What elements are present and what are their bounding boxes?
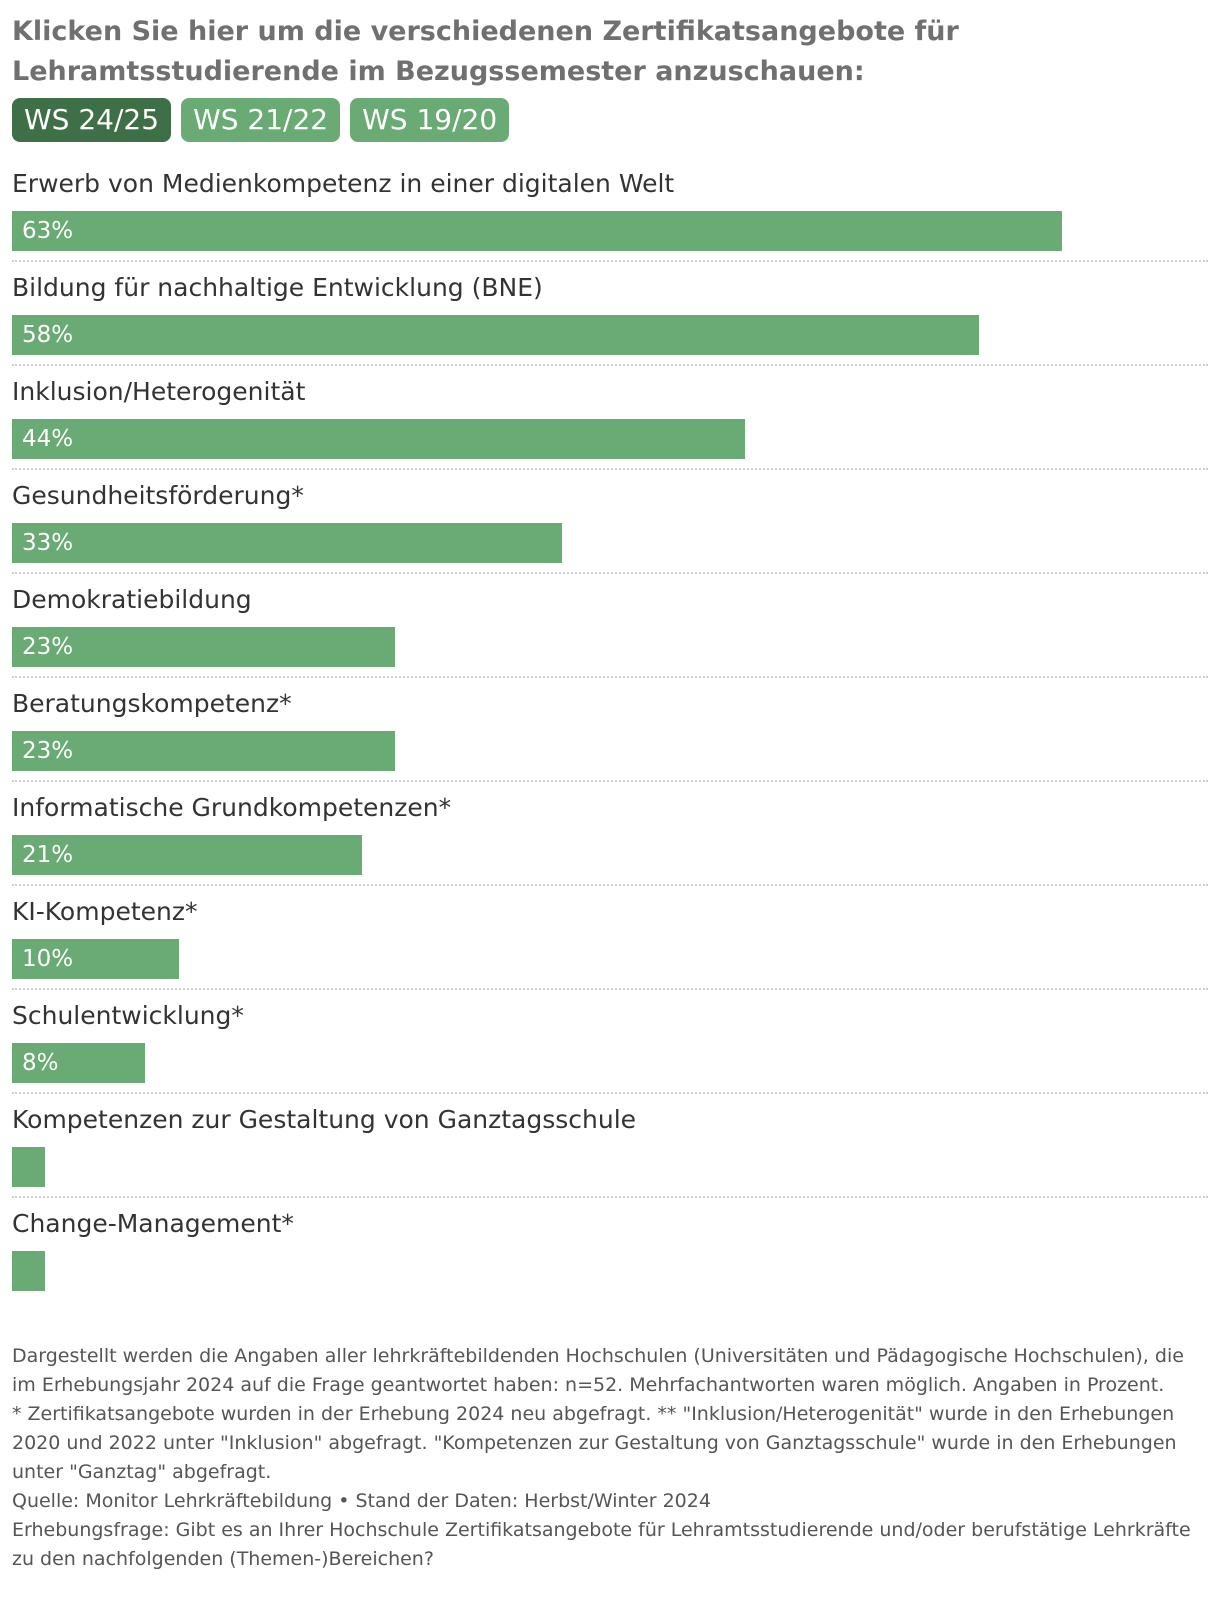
bar (12, 731, 395, 771)
category-label: Beratungskompetenz* (12, 689, 292, 718)
category-label: Erwerb von Medienkompetenz in einer digi… (12, 169, 675, 198)
source-note: Quelle: Monitor Lehrkräftebildung • Stan… (12, 1490, 711, 1512)
bar (12, 627, 395, 667)
bar (12, 419, 745, 459)
bar-row: Gesundheitsförderung* 33% (12, 476, 1208, 580)
bar (12, 1251, 45, 1291)
bar-row: Erwerb von Medienkompetenz in einer digi… (12, 164, 1208, 268)
bar-track: 10% (12, 939, 1208, 979)
survey-question-note: Erhebungsfrage: Gibt es an Ihrer Hochsch… (12, 1519, 1191, 1570)
bar-value-label: 21% (22, 842, 74, 868)
row-divider (12, 988, 1208, 990)
bar-value-label: 10% (22, 946, 74, 972)
category-label: Change-Management* (12, 1209, 294, 1238)
bar-track (12, 1147, 1208, 1187)
bar-row: Informatische Grundkompetenzen* 21% (12, 788, 1208, 892)
methodology-note: Dargestellt werden die Angaben aller leh… (12, 1345, 1184, 1396)
row-divider (12, 364, 1208, 366)
bar (12, 315, 979, 355)
tab-ws-19-20[interactable]: WS 19/20 (350, 98, 510, 142)
bar (12, 523, 562, 563)
bar-row: Beratungskompetenz* 23% (12, 684, 1208, 788)
bar-track (12, 1251, 1208, 1291)
chart-title: Klicken Sie hier um die verschiedenen Ze… (12, 16, 959, 87)
category-label: Demokratiebildung (12, 585, 252, 614)
row-divider (12, 1196, 1208, 1198)
row-divider (12, 572, 1208, 574)
bar-value-label: 23% (22, 738, 74, 764)
bar-track: 33% (12, 523, 1208, 563)
bar-track: 44% (12, 419, 1208, 459)
bar (12, 835, 362, 875)
bar-value-label: 8% (22, 1050, 59, 1076)
bar-row: Kompetenzen zur Gestaltung von Ganztagss… (12, 1100, 1208, 1204)
category-label: Bildung für nachhaltige Entwicklung (BNE… (12, 273, 543, 302)
bar-value-label: 33% (22, 530, 74, 556)
category-label: Gesundheitsförderung* (12, 481, 304, 510)
tab-ws-24-25[interactable]: WS 24/25 (12, 98, 172, 142)
row-divider (12, 780, 1208, 782)
bar-track: 63% (12, 211, 1208, 251)
bar-row: Change-Management* (12, 1204, 1208, 1308)
bar-row: Bildung für nachhaltige Entwicklung (BNE… (12, 268, 1208, 372)
bar (12, 211, 1062, 251)
bar (12, 1043, 145, 1083)
bar-value-label: 44% (22, 426, 74, 452)
row-divider (12, 468, 1208, 470)
bar-value-label: 23% (22, 634, 74, 660)
category-label: Informatische Grundkompetenzen* (12, 793, 452, 822)
semester-tabs: WS 24/25 WS 21/22 WS 19/20 (12, 98, 1220, 142)
bar-track: 8% (12, 1043, 1208, 1083)
tab-ws-21-22[interactable]: WS 21/22 (181, 98, 341, 142)
row-divider (12, 1092, 1208, 1094)
category-label: Schulentwicklung* (12, 1001, 244, 1030)
chart-notes: Dargestellt werden die Angaben aller leh… (12, 1342, 1208, 1574)
bar-track: 21% (12, 835, 1208, 875)
row-divider (12, 260, 1208, 262)
bar-value-label: 63% (22, 218, 74, 244)
bar-track: 58% (12, 315, 1208, 355)
bar (12, 1147, 45, 1187)
category-label: Kompetenzen zur Gestaltung von Ganztagss… (12, 1105, 637, 1134)
row-divider (12, 884, 1208, 886)
bar-track: 23% (12, 627, 1208, 667)
category-label: Inklusion/Heterogenität (12, 377, 306, 406)
bar-row: Demokratiebildung 23% (12, 580, 1208, 684)
footnote: * Zertifikatsangebote wurden in der Erhe… (12, 1403, 1177, 1483)
bar-row: KI-Kompetenz* 10% (12, 892, 1208, 996)
category-label: KI-Kompetenz* (12, 897, 198, 926)
bar-track: 23% (12, 731, 1208, 771)
bar (12, 939, 179, 979)
bar-row: Schulentwicklung* 8% (12, 996, 1208, 1100)
row-divider (12, 676, 1208, 678)
bar-chart: Erwerb von Medienkompetenz in einer digi… (12, 164, 1208, 1308)
bar-row: Inklusion/Heterogenität 44% (12, 372, 1208, 476)
bar-value-label: 58% (22, 322, 74, 348)
